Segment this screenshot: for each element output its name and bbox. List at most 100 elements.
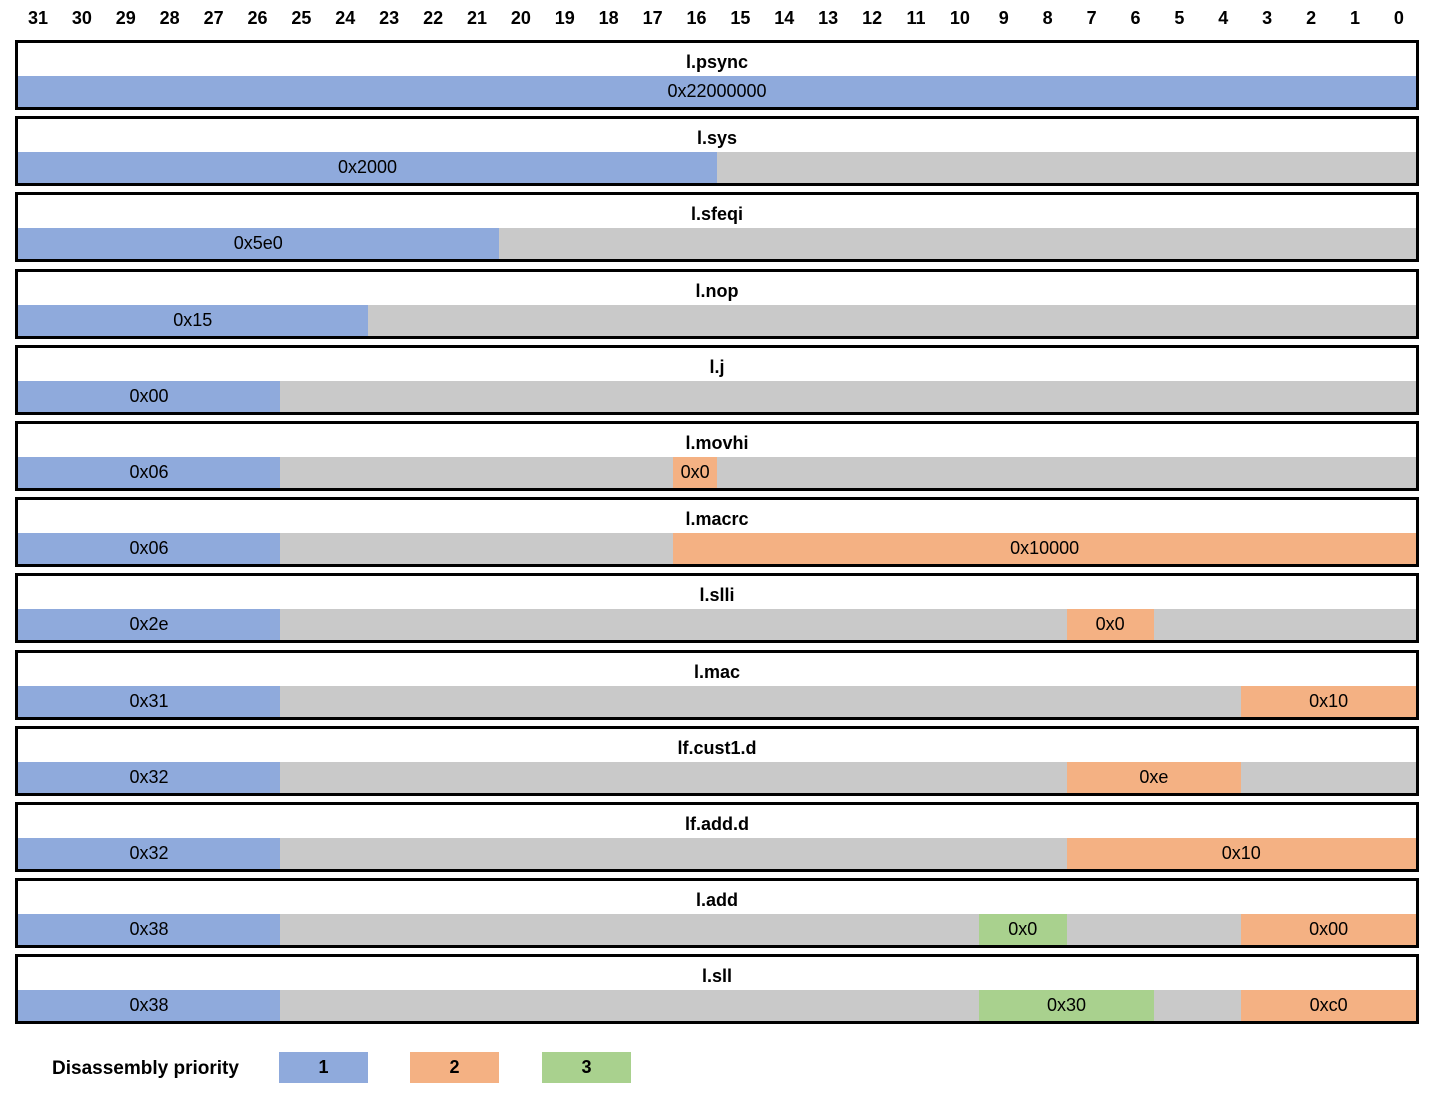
encoding-track: 0x38 0x30 0xc0 [18,990,1416,1022]
bit-position-header: 31 30 29 28 27 26 25 24 23 22 21 20 19 18 17 16 15 14 13 12… [0,0,1438,40]
encoding-field-priority-1: 0x32 [18,761,281,793]
instruction-row: l.add 0x38 0x0 0x00 [15,878,1419,949]
instruction-name: l.sys [696,128,738,149]
bit-number-0: 0 [1393,8,1404,28]
instruction-row: l.sfeqi 0x5e0 [15,192,1419,263]
bit-number-21: 21 [466,8,488,28]
bit-number-24: 24 [335,8,356,28]
encoding-track: 0x5e0 [18,228,1416,260]
instruction-row: lf.cust1.d 0x32 0xe [15,725,1419,796]
bit-number-17: 17 [642,8,663,28]
encoding-field-priority-2: 0x00 [1241,914,1416,946]
encoding-field-priority-1: 0x38 [18,990,281,1022]
bit-number-19: 19 [554,8,575,28]
encoding-track: 0x32 0x10 [18,838,1416,869]
bit-number-11: 11 [906,8,926,28]
legend-item-priority-3: 3 [542,1052,631,1083]
instruction-row: lf.add.d 0x32 0x10 [15,802,1419,872]
bit-number-16: 16 [686,8,707,28]
encoding-field-priority-1: 0x22000000 [18,76,1416,107]
legend-item-priority-1: 1 [279,1052,368,1083]
instruction-name: l.sfeqi [690,204,743,225]
instruction-name: l.slli [699,585,735,606]
encoding-field-priority-1: 0x31 [18,685,281,717]
encoding-field-priority-1: 0x2e [18,609,281,641]
bit-number-3: 3 [1262,8,1273,28]
bit-number-15: 15 [730,8,751,28]
bit-number-14: 14 [774,8,795,28]
bit-number-18: 18 [598,8,619,28]
bit-number-4: 4 [1218,8,1229,28]
encoding-field-priority-1: 0x38 [18,914,281,946]
instruction-name: lf.cust1.d [677,737,757,758]
instruction-name: l.nop [695,280,739,301]
bit-number-7: 7 [1086,8,1097,28]
bit-number-28: 28 [159,8,180,28]
encoding-track: 0x15 [18,304,1416,336]
bit-number-26: 26 [247,8,268,28]
encoding-field-priority-2: 0x10000 [673,533,1416,565]
encoding-track: 0x06 0x10000 [18,533,1416,565]
bit-number-8: 8 [1042,8,1053,28]
encoding-field-priority-2: 0xe [1066,761,1242,793]
encoding-field-priority-1: 0x06 [18,533,281,565]
bit-number-29: 29 [115,8,136,28]
bit-number-2: 2 [1306,8,1317,28]
instruction-row: l.slli 0x2e 0x0 [15,573,1419,644]
encoding-field-priority-1: 0x32 [18,838,281,869]
instruction-row: l.macrc 0x06 0x10000 [15,497,1419,568]
encoding-field-priority-2: 0xc0 [1241,990,1416,1022]
bit-number-23: 23 [379,8,400,28]
encoding-track: 0x38 0x0 0x00 [18,914,1416,946]
instruction-name: l.j [709,356,725,377]
legend-title: Disassembly priority [52,1058,239,1079]
bit-number-30: 30 [71,8,92,28]
instruction-name: l.movhi [685,433,749,453]
bit-number-27: 27 [203,8,224,28]
encoding-field-priority-1: 0x5e0 [18,228,499,260]
encoding-track: 0x2000 [18,152,1416,184]
bit-number-20: 20 [510,8,531,28]
encoding-field-priority-1: 0x2000 [18,152,717,184]
legend-item-priority-2: 2 [410,1052,499,1083]
encoding-field-priority-2: 0x0 [673,457,717,488]
encoding-track: 0x22000000 [18,76,1416,107]
bit-number-9: 9 [998,8,1009,28]
bit-number-6: 6 [1130,8,1141,28]
instruction-name: l.psync [685,52,749,72]
encoding-field-priority-2: 0x10 [1066,838,1416,869]
encoding-field-priority-3: 0x30 [979,990,1154,1022]
instruction-row: l.movhi 0x06 0x0 [15,421,1419,491]
bit-number-31: 31 [27,8,49,28]
encoding-track: 0x32 0xe [18,761,1416,793]
instruction-name: lf.add.d [685,814,749,834]
bit-number-10: 10 [949,8,970,28]
bit-number-25: 25 [291,8,312,28]
encoding-field-priority-2: 0x10 [1241,685,1416,717]
instruction-row: l.j 0x00 [15,344,1419,415]
encoding-field-priority-2: 0x0 [1066,609,1154,641]
instruction-name: l.mac [693,661,741,682]
encoding-track: 0x00 [18,380,1416,412]
instruction-name: l.sll [701,966,732,987]
bit-number-22: 22 [423,8,444,28]
encoding-track: 0x2e 0x0 [18,609,1416,641]
bit-number-1: 1 [1349,8,1360,28]
encoding-track: 0x31 0x10 [18,685,1416,717]
instruction-row: l.nop 0x15 [15,268,1419,339]
instruction-name: l.add [695,890,738,911]
instruction-row: l.sys 0x2000 [15,116,1419,187]
encoding-field-priority-3: 0x0 [979,914,1067,946]
instruction-row: l.sll 0x38 0x30 0xc0 [15,954,1419,1025]
bit-number-13: 13 [818,8,839,28]
instruction-name: l.macrc [685,509,749,530]
instruction-row: l.psync 0x22000000 [15,40,1419,110]
instruction-row: l.mac 0x31 0x10 [15,649,1419,720]
encoding-field-priority-1: 0x00 [18,380,281,412]
legend: Disassembly priority 1 2 3 [0,1040,1438,1090]
encoding-track: 0x06 0x0 [18,457,1416,488]
bit-number-5: 5 [1174,8,1185,28]
encoding-field-priority-1: 0x15 [18,304,368,336]
encoding-field-priority-1: 0x06 [18,457,281,488]
bit-number-12: 12 [862,8,883,28]
